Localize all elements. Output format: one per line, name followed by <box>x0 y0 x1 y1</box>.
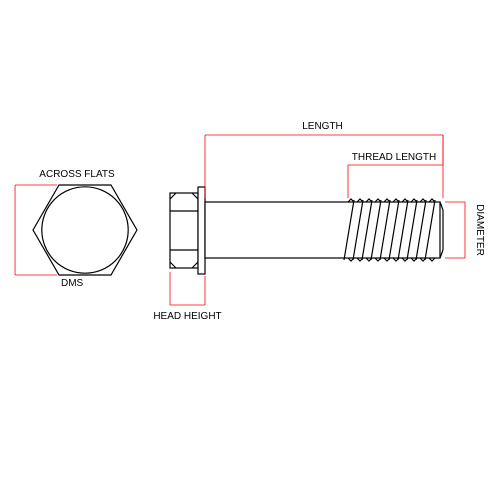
label-across-flats: ACROSS FLATS <box>39 169 115 180</box>
bolt-shank <box>205 202 440 258</box>
bolt-flange <box>198 187 205 274</box>
label-dms: DMS <box>61 278 84 289</box>
label-head-height: HEAD HEIGHT <box>153 311 221 322</box>
label-diameter: DIAMETER <box>474 204 485 256</box>
bolt-diagram: ACROSS FLATS DMS LENGTH THREAD LENGTH HEAD H… <box>0 0 500 500</box>
bolt-head-side <box>170 193 198 268</box>
hex-head-outline <box>33 185 137 275</box>
label-thread-length: THREAD LENGTH <box>352 152 436 163</box>
label-length: LENGTH <box>302 121 343 132</box>
